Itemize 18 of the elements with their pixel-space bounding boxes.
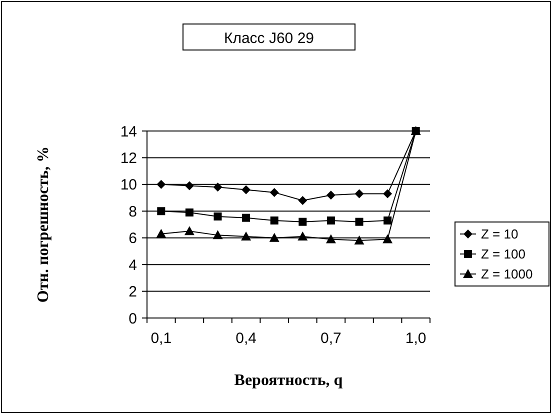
chart-title: Класс J60 29 [224,30,314,47]
legend-label: Z = 10 [481,226,518,242]
legend-label: Z = 100 [481,246,526,262]
y-tick-label: 0 [128,310,137,328]
legend-label: Z = 1000 [481,266,533,282]
y-tick-label: 2 [128,284,137,301]
y-tick-label: 10 [120,176,137,194]
y-tick-label: 4 [128,256,137,274]
y-tick-label: 14 [120,123,137,140]
x-tick-label: 0,7 [320,330,342,347]
x-tick-label: 0,4 [236,330,256,347]
y-tick-label: 6 [128,230,137,248]
y-tick-label: 8 [128,203,137,220]
y-tick-label: 12 [120,150,137,167]
x-axis-title: Вероятность, q [234,372,343,389]
y-axis-title: Отн. погрешность, % [35,146,52,303]
x-tick-label: 0,1 [150,330,172,347]
x-tick-label: 1,0 [405,330,426,347]
